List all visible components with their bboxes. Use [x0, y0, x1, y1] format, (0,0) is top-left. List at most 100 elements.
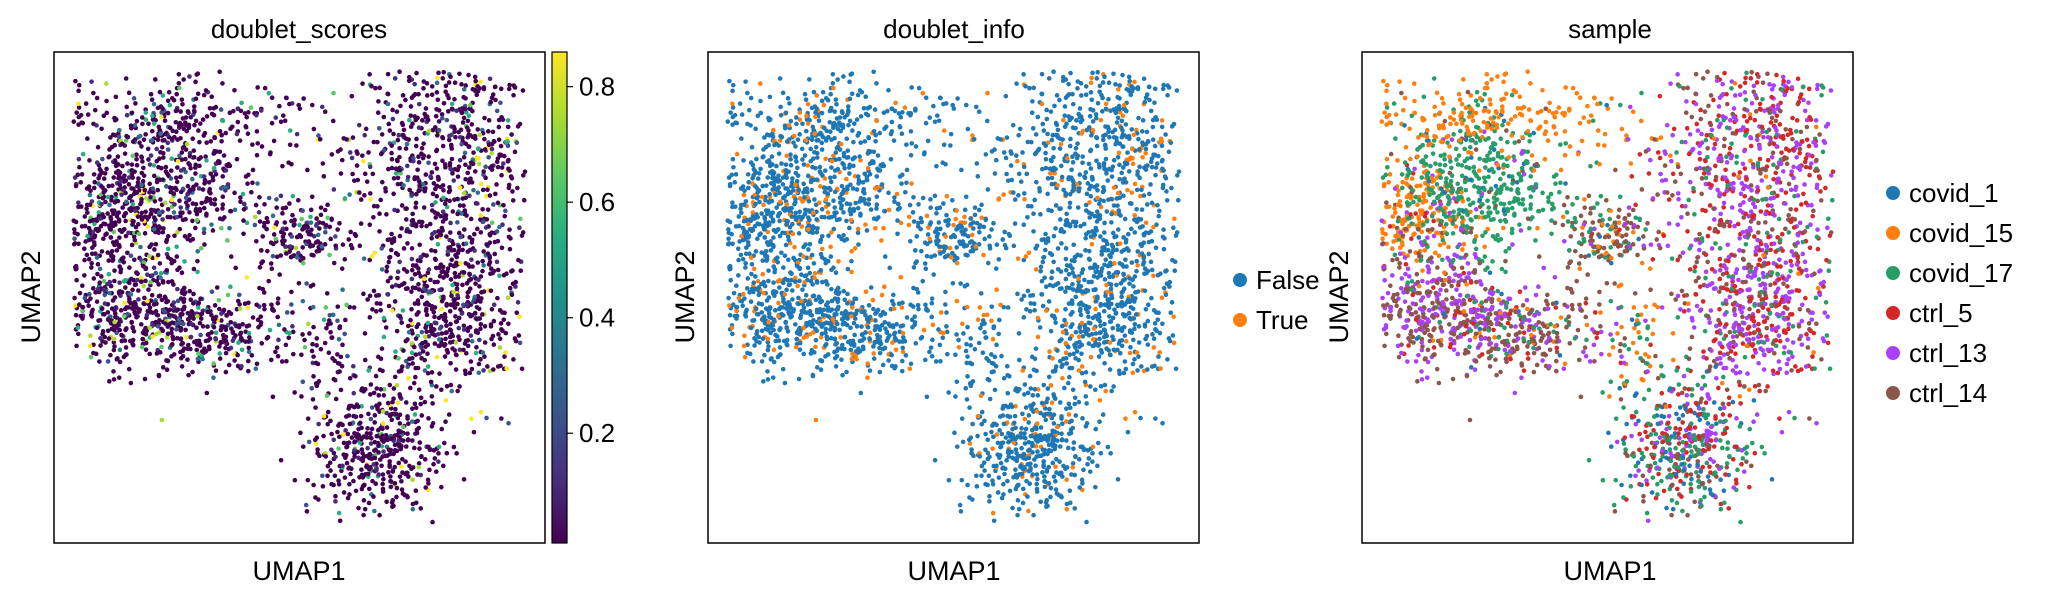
scatter-point	[381, 476, 386, 482]
scatter-point	[874, 206, 879, 211]
scatter-point	[290, 324, 295, 329]
scatter-point	[520, 88, 526, 93]
scatter-point	[225, 238, 230, 243]
scatter-point	[330, 356, 335, 361]
scatter-point	[431, 327, 437, 332]
scatter-point	[817, 321, 822, 326]
scatter-point	[466, 72, 471, 78]
scatter-point	[147, 254, 152, 259]
scatter-point	[452, 96, 457, 102]
scatter-point	[158, 149, 163, 155]
scatter-point	[857, 88, 863, 93]
scatter-point	[159, 297, 165, 303]
scatter-point	[319, 104, 325, 110]
scatter-point	[238, 195, 243, 200]
scatter-point	[471, 231, 477, 237]
scatter-point	[397, 69, 402, 75]
scatter-point	[109, 306, 115, 311]
scatter-point	[846, 122, 851, 128]
scatter-point	[807, 309, 813, 314]
scatter-point	[94, 299, 100, 304]
scatter-point	[165, 246, 171, 252]
scatter-point	[462, 368, 468, 374]
scatter-point	[309, 227, 314, 233]
scatter-point	[204, 390, 210, 396]
scatter-point	[366, 368, 372, 373]
scatter-point	[875, 307, 881, 313]
scatter-point	[350, 171, 355, 177]
scatter-point	[450, 302, 456, 308]
scatter-point	[467, 102, 473, 108]
scatter-point	[141, 331, 147, 336]
scatter-point	[850, 128, 855, 133]
scatter-point	[337, 324, 343, 329]
scatter-point	[329, 335, 335, 340]
scatter-point	[116, 134, 122, 140]
scatter-point	[511, 357, 516, 362]
scatter-point	[315, 232, 321, 238]
scatter-point	[773, 338, 779, 344]
scatter-point	[71, 218, 77, 224]
scatter-point	[331, 260, 337, 266]
scatter-point	[255, 317, 261, 323]
scatter-point	[106, 336, 112, 341]
scatter-point	[273, 236, 279, 242]
scatter-point	[889, 119, 895, 125]
scatter-point	[868, 285, 874, 290]
scatter-point	[399, 464, 404, 470]
scatter-point	[409, 276, 415, 282]
scatter-point	[369, 435, 374, 441]
scatter-point	[392, 207, 397, 213]
scatter-point	[419, 341, 425, 346]
scatter-point	[987, 234, 992, 239]
scatter-point	[335, 149, 341, 154]
scatter-point	[759, 317, 765, 322]
scatter-point	[819, 140, 825, 146]
scatter-point	[418, 506, 424, 511]
scatter-point	[157, 350, 163, 355]
scatter-point	[772, 267, 778, 272]
scatter-point	[254, 361, 260, 367]
scatter-point	[146, 121, 151, 127]
scatter-point	[771, 227, 777, 233]
scatter-point	[245, 181, 250, 186]
scatter-point	[317, 136, 323, 142]
scatter-point	[404, 470, 410, 476]
scatter-point	[748, 325, 754, 331]
scatter-point	[95, 226, 101, 232]
scatter-point	[430, 191, 436, 197]
scatter-point	[447, 334, 453, 340]
scatter-point	[453, 352, 459, 357]
panel-title: doublet_info	[883, 14, 1025, 44]
scatter-point	[752, 343, 757, 348]
scatter-point	[149, 292, 155, 298]
scatter-point	[371, 215, 376, 220]
scatter-point	[217, 216, 223, 221]
scatter-point	[136, 288, 141, 293]
scatter-point	[145, 224, 151, 229]
scatter-point	[347, 375, 353, 381]
scatter-point	[107, 154, 112, 159]
scatter-point	[486, 118, 492, 123]
scatter-point	[134, 118, 140, 124]
scatter-point	[913, 108, 918, 113]
scatter-point	[804, 186, 810, 191]
scatter-point	[790, 176, 795, 181]
scatter-point	[228, 254, 234, 259]
scatter-point	[170, 336, 176, 342]
scatter-point	[845, 291, 850, 297]
scatter-point	[124, 112, 130, 118]
scatter-point	[104, 98, 109, 104]
scatter-point	[485, 251, 491, 256]
scatter-point	[89, 312, 94, 318]
scatter-point	[741, 158, 746, 163]
scatter-point	[225, 292, 231, 298]
scatter-point	[130, 175, 135, 180]
scatter-point	[223, 130, 229, 136]
scatter-point	[74, 110, 80, 115]
scatter-point	[461, 87, 467, 92]
scatter-point	[506, 420, 511, 426]
scatter-point	[335, 304, 341, 309]
scatter-point	[475, 226, 480, 232]
scatter-point	[865, 361, 870, 366]
